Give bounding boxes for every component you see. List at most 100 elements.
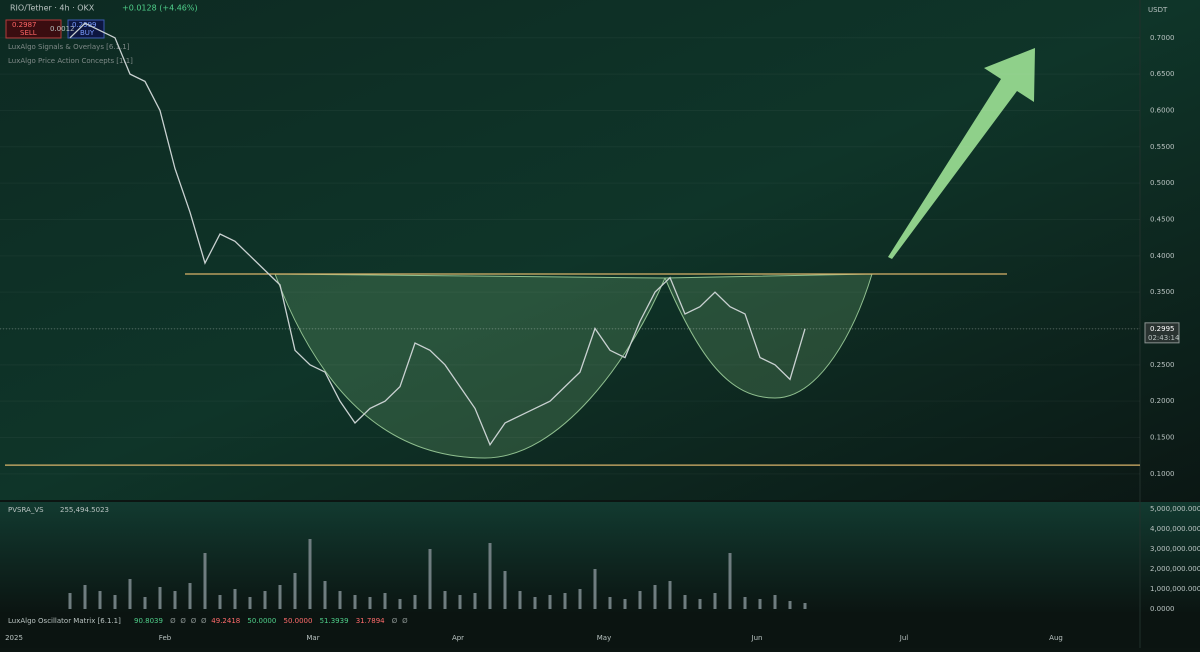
price-line bbox=[69, 22, 806, 447]
volume-tick-label: 4,000,000.0000 bbox=[1150, 525, 1200, 533]
volume-bar bbox=[788, 601, 792, 609]
oscillator-value: 90.8039 bbox=[134, 617, 163, 625]
y-tick-label: 0.2500 bbox=[1150, 361, 1175, 369]
oscillator-value: 50.0000 bbox=[247, 617, 276, 625]
volume-bar bbox=[803, 603, 807, 609]
handle bbox=[664, 273, 873, 399]
oscillator-value: Ø bbox=[402, 617, 408, 625]
x-tick-label: May bbox=[597, 634, 611, 642]
x-tick-label: Aug bbox=[1049, 634, 1063, 642]
volume-bar bbox=[548, 595, 552, 609]
volume-value: 255,494.5023 bbox=[60, 506, 109, 514]
volume-bar bbox=[143, 597, 147, 609]
volume-bar bbox=[533, 597, 537, 609]
volume-bar bbox=[383, 593, 387, 609]
volume-bar bbox=[203, 553, 207, 609]
volume-bar bbox=[743, 597, 747, 609]
footer-pane bbox=[0, 612, 1200, 648]
volume-bar bbox=[428, 549, 432, 609]
volume-bar bbox=[638, 591, 642, 609]
change: +0.0128 (+4.46%) bbox=[122, 4, 198, 13]
volume-tick-label: 0.0000 bbox=[1150, 605, 1175, 613]
volume-tick-label: 1,000,000.0000 bbox=[1150, 585, 1200, 593]
volume-bar bbox=[128, 579, 132, 609]
x-tick-label: Apr bbox=[452, 634, 464, 642]
volume-bar bbox=[653, 585, 657, 609]
volume-bar bbox=[338, 591, 342, 609]
buy-button[interactable] bbox=[67, 19, 105, 39]
symbol: RIO/Tether · 4h · OKX bbox=[10, 4, 95, 13]
volume-bar bbox=[473, 593, 477, 609]
y-tick-label: 0.4500 bbox=[1150, 215, 1175, 223]
y-tick-label: 0.6500 bbox=[1150, 70, 1175, 78]
buy-price: 0.2999 bbox=[72, 21, 97, 29]
volume-bar bbox=[623, 599, 627, 609]
volume-tick-label: 2,000,000.0000 bbox=[1150, 565, 1200, 573]
oscillator-value: 49.2418 bbox=[211, 617, 240, 625]
volume-bar bbox=[398, 599, 402, 609]
oscillator-value: Ø bbox=[191, 617, 197, 625]
volume-bar bbox=[593, 569, 597, 609]
volume-bar bbox=[218, 595, 222, 609]
oscillator-value: Ø bbox=[180, 617, 186, 625]
volume-bar bbox=[503, 571, 507, 609]
volume-bar bbox=[563, 593, 567, 609]
volume-bar bbox=[173, 591, 177, 609]
volume-bar bbox=[158, 587, 162, 609]
volume-bar bbox=[458, 595, 462, 609]
oscillator-value: Ø bbox=[392, 617, 398, 625]
volume-bar bbox=[353, 595, 357, 609]
volume-tick-label: 5,000,000.0000 bbox=[1150, 505, 1200, 513]
y-tick-label: 0.1500 bbox=[1150, 434, 1175, 442]
volume-pane bbox=[0, 502, 1200, 612]
volume-bar bbox=[278, 585, 282, 609]
y-tick-label: 0.1000 bbox=[1150, 470, 1175, 478]
y-tick-label: 0.6000 bbox=[1150, 106, 1175, 114]
volume-bar bbox=[68, 593, 72, 609]
x-tick-label: Jun bbox=[751, 634, 763, 642]
volume-bar bbox=[83, 585, 87, 609]
y-tick-label: 0.4000 bbox=[1150, 252, 1175, 260]
volume-bar bbox=[308, 539, 312, 609]
volume-bar bbox=[368, 597, 372, 609]
oscillator-name: LuxAlgo Oscillator Matrix [6.1.1] bbox=[8, 617, 121, 625]
volume-bar bbox=[413, 595, 417, 609]
y-tick-label: 0.5500 bbox=[1150, 143, 1175, 151]
volume-bar bbox=[248, 597, 252, 609]
y-tick-label: 0.7000 bbox=[1150, 34, 1175, 42]
indicator: LuxAlgo Price Action Concepts [1.1] bbox=[8, 57, 133, 65]
x-tick-label: Mar bbox=[306, 634, 319, 642]
volume-tick-label: 3,000,000.0000 bbox=[1150, 545, 1200, 553]
currency[interactable]: USDT bbox=[1148, 6, 1168, 14]
oscillator-value: Ø bbox=[201, 617, 207, 625]
x-tick-label: Jul bbox=[899, 634, 909, 642]
oscillator-value: Ø bbox=[170, 617, 176, 625]
volume-bar bbox=[758, 599, 762, 609]
volume-bar bbox=[518, 591, 522, 609]
volume-bar bbox=[608, 597, 612, 609]
y-tick-label: 0.5000 bbox=[1150, 179, 1175, 187]
x-tick-label: Feb bbox=[159, 634, 172, 642]
volume-bar bbox=[323, 581, 327, 609]
spread: 0.0012 bbox=[50, 25, 75, 33]
volume-bar bbox=[578, 589, 582, 609]
y-tick-label: 0.2000 bbox=[1150, 397, 1175, 405]
volume-bar bbox=[683, 595, 687, 609]
volume-bar bbox=[728, 553, 732, 609]
oscillator-value: 50.0000 bbox=[284, 617, 313, 625]
volume-bar bbox=[233, 589, 237, 609]
x-tick-label: 2025 bbox=[5, 634, 23, 642]
volume-bar bbox=[113, 595, 117, 609]
last-price: 0.2995 bbox=[1150, 325, 1175, 333]
oscillator-value: 51.3939 bbox=[320, 617, 349, 625]
sell-label: SELL bbox=[20, 29, 37, 37]
volume-bar bbox=[668, 581, 672, 609]
volume-bar bbox=[488, 543, 492, 609]
volume-bar bbox=[443, 591, 447, 609]
volume-bar bbox=[98, 591, 102, 609]
volume-bar bbox=[713, 593, 717, 609]
last-price-box bbox=[1144, 322, 1180, 344]
sell-button[interactable] bbox=[5, 19, 62, 39]
volume-bar bbox=[773, 595, 777, 609]
